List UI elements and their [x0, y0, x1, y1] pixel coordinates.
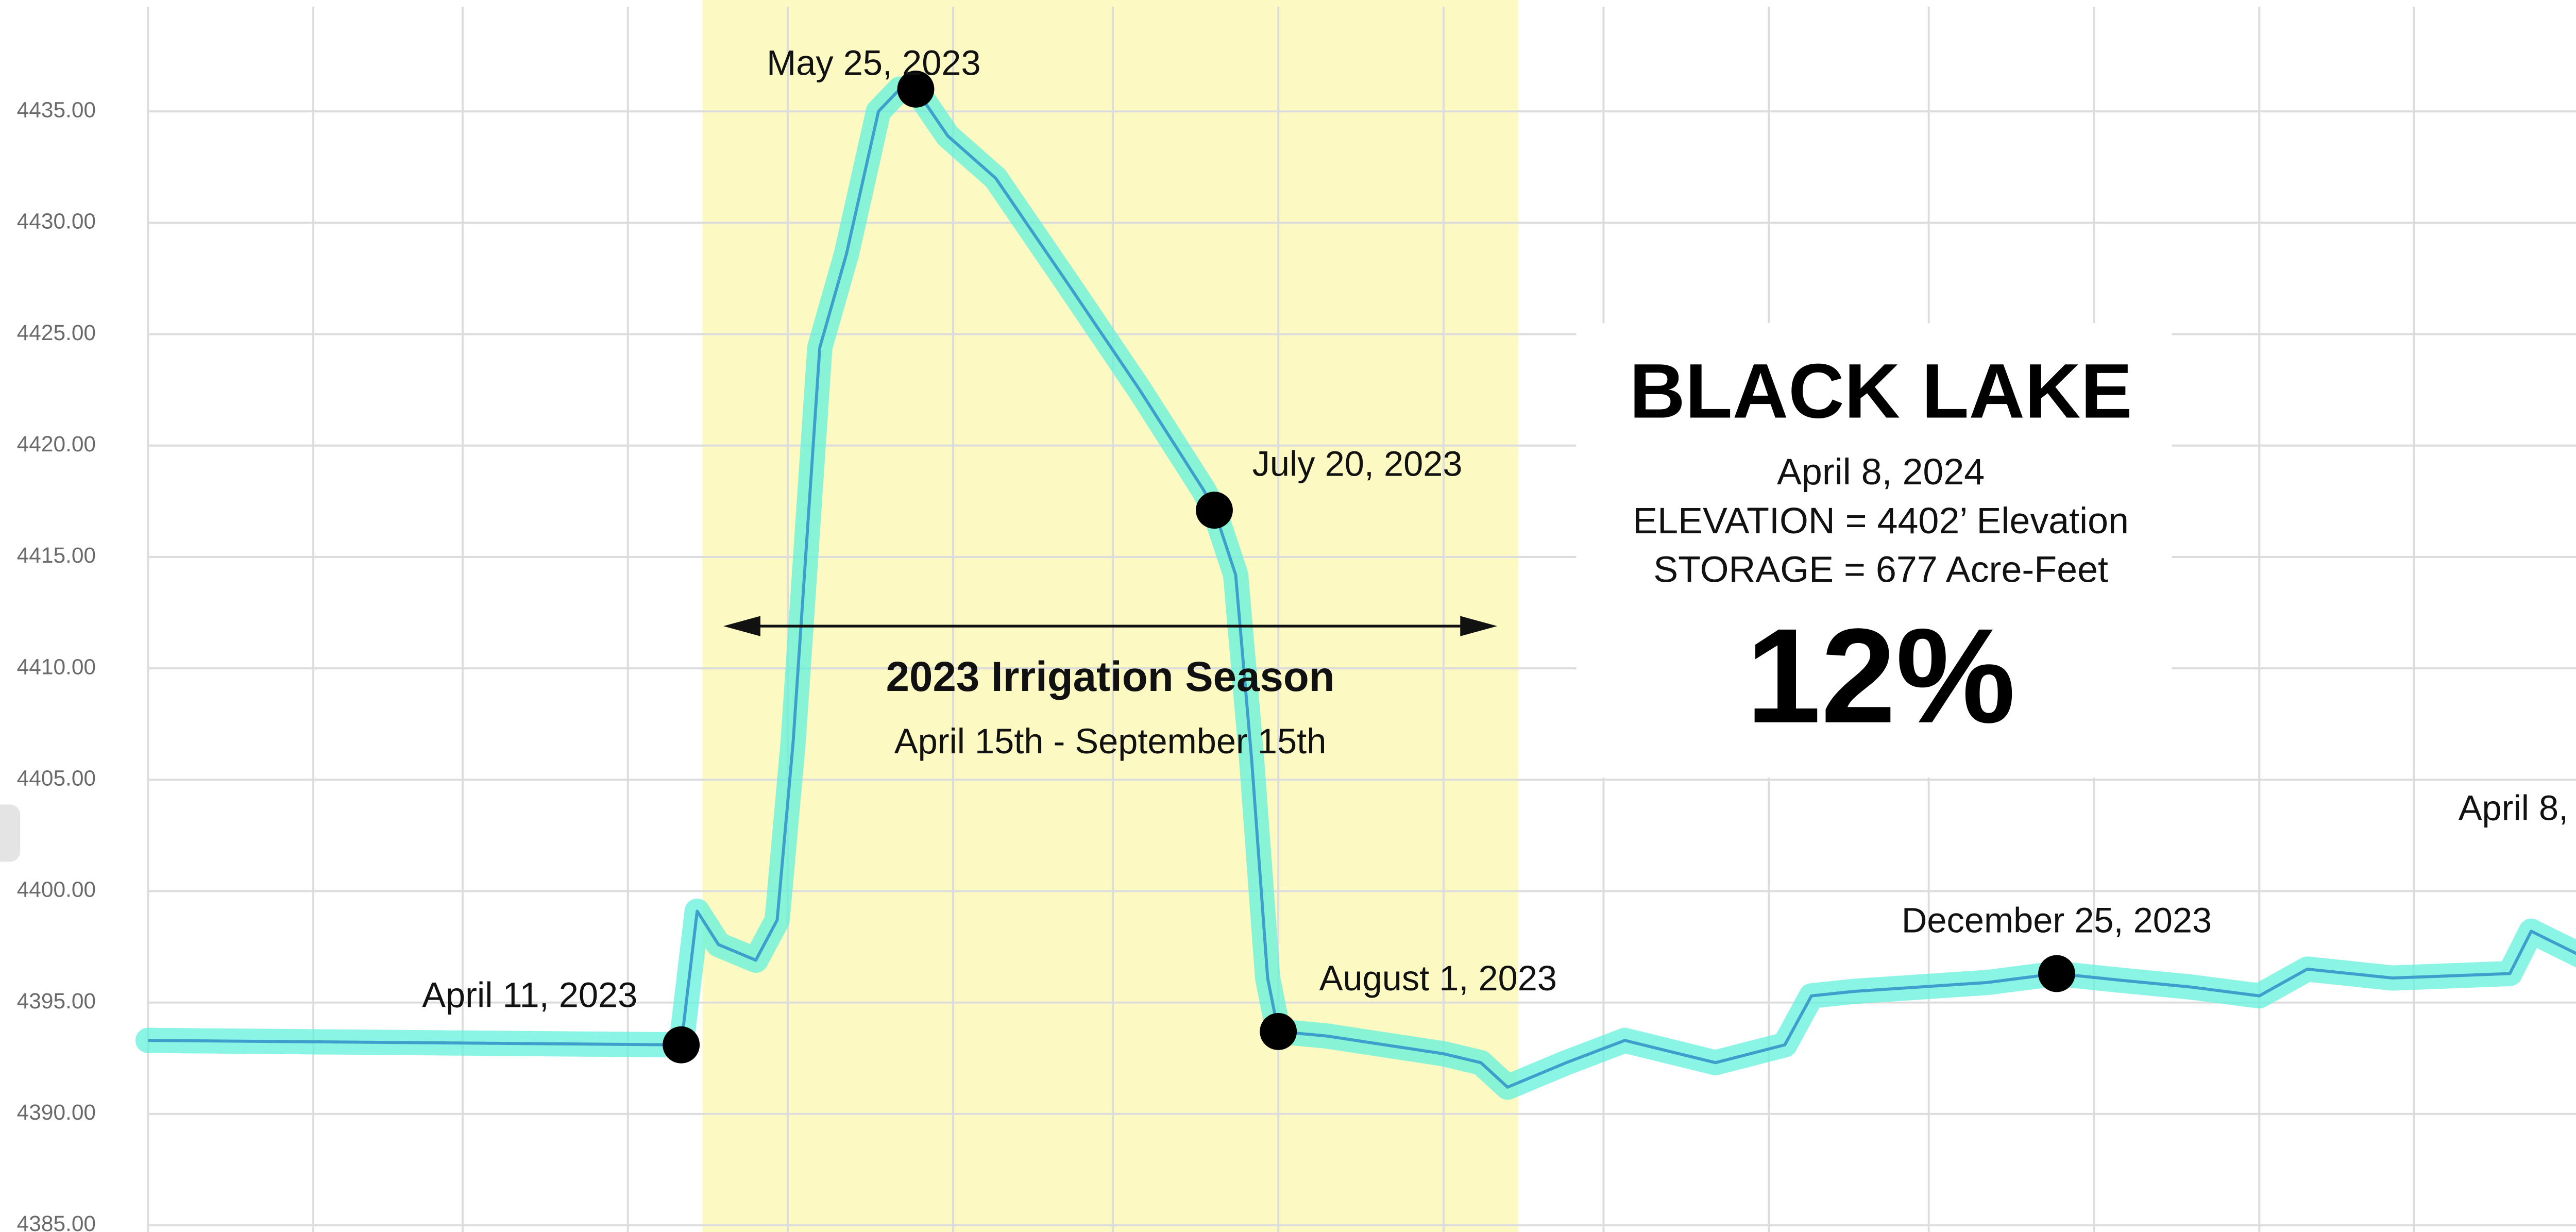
info-box-background: [1576, 323, 2172, 778]
point-label: December 25, 2023: [1902, 901, 2212, 940]
arrow-head-left: [723, 616, 760, 636]
info-percent: 12%: [1746, 601, 2015, 751]
y-tick-label: 4385.00: [17, 1211, 96, 1232]
point-label: May 25, 2023: [767, 43, 980, 82]
point-marker: [1260, 1012, 1297, 1050]
y-tick-label: 4420.00: [17, 432, 96, 456]
info-elevation: ELEVATION = 4402’ Elevation: [1633, 500, 2129, 542]
annotation-layer: April 11, 2023 May 25, 2023 July 20, 2023 A…: [422, 43, 2576, 1064]
info-box: BLACK LAKE April 8, 2024 ELEVATION = 440…: [1576, 323, 2172, 778]
point-marker: [1196, 492, 1233, 529]
info-title: BLACK LAKE: [1630, 348, 2132, 434]
arrow-head-right: [1460, 616, 1498, 636]
point-marker: [897, 71, 935, 108]
y-tick-label: 4410.00: [17, 654, 96, 679]
season-arrow: 2023 Irrigation Season April 15th - Sept…: [723, 616, 1498, 761]
info-storage: STORAGE = 677 Acre-Feet: [1653, 549, 2108, 590]
irrigation-season-shade: [702, 0, 1518, 1232]
y-tick-label: 4390.00: [17, 1100, 96, 1124]
y-tick-label: 4425.00: [17, 320, 96, 345]
point-label: April 11, 2023: [422, 975, 637, 1015]
point-marker: [663, 1026, 700, 1064]
shade-layer: [702, 0, 1518, 1232]
y-tick-label: 4435.00: [17, 97, 96, 122]
side-tab: [0, 804, 21, 862]
y-tick-label: 4405.00: [17, 766, 96, 790]
info-date: April 8, 2024: [1777, 451, 1985, 493]
season-label: 2023 Irrigation Season: [886, 653, 1335, 700]
point-label: July 20, 2023: [1252, 444, 1463, 483]
y-tick-label: 4415.00: [17, 543, 96, 567]
point-label: August 1, 2023: [1319, 958, 1557, 998]
season-sublabel: April 15th - September 15th: [894, 721, 1327, 761]
point-marker: [2038, 955, 2075, 992]
y-tick-label: 4400.00: [17, 877, 96, 902]
y-tick-label: 4430.00: [17, 209, 96, 233]
point-label: April 8, 2024: [2459, 788, 2576, 828]
y-tick-label: 4395.00: [17, 989, 96, 1013]
